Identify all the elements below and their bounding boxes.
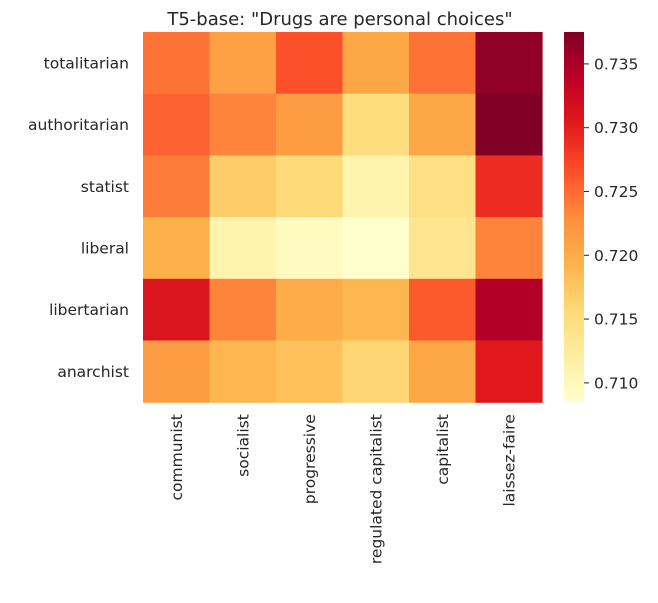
x-tick-label: communist [168, 414, 186, 500]
chart-title: T5-base: "Drugs are personal choices" [166, 9, 512, 30]
x-axis-tick-labels: communist socialist progressive regulated c… [168, 414, 519, 564]
y-tick-label: totalitarian [44, 54, 129, 72]
heatmap-cell-3-3 [342, 217, 410, 280]
heatmap-cell-0-5 [475, 32, 543, 95]
heatmap-cell-2-3 [342, 155, 410, 218]
heatmap-cell-3-2 [276, 217, 344, 280]
heatmap-cell-3-0 [143, 217, 211, 280]
heatmap-cell-2-4 [409, 155, 477, 218]
heatmap-cell-5-2 [276, 340, 344, 403]
colorbar: 0.710 0.715 0.720 0.725 0.730 0.735 [564, 32, 638, 402]
heatmap-cell-1-2 [276, 93, 344, 156]
heatmap-cell-2-5 [475, 155, 543, 218]
heatmap-cell-0-4 [409, 32, 477, 95]
colorbar-ticks: 0.710 0.715 0.720 0.725 0.730 0.735 [584, 55, 638, 392]
x-tick-label: progressive [301, 414, 319, 504]
colorbar-tick-label: 0.715 [594, 311, 638, 329]
heatmap-cell-3-4 [409, 217, 477, 280]
heatmap-cell-0-3 [342, 32, 410, 95]
heatmap-cell-2-2 [276, 155, 344, 218]
heatmap-cell-2-0 [143, 155, 211, 218]
heatmap-cell-5-0 [143, 340, 211, 403]
y-tick-label: anarchist [57, 363, 129, 381]
x-tick-label: regulated capitalist [367, 414, 385, 564]
heatmap-cell-1-0 [143, 93, 211, 156]
heatmap-cell-5-4 [409, 340, 477, 403]
heatmap-cell-4-5 [475, 278, 543, 342]
heatmap-cell-4-0 [143, 278, 211, 342]
heatmap-cell-0-2 [276, 32, 344, 95]
colorbar-bar [564, 32, 584, 402]
colorbar-tick-label: 0.725 [594, 183, 638, 201]
y-tick-label: authoritarian [28, 116, 129, 134]
y-tick-label: statist [81, 178, 129, 196]
heatmap-cell-4-3 [342, 278, 410, 342]
colorbar-tick-label: 0.720 [594, 247, 638, 265]
y-axis-tick-labels: totalitarian authoritarian statist liberal l… [28, 54, 129, 381]
heatmap-cell-2-1 [209, 155, 277, 218]
colorbar-tick-label: 0.730 [594, 119, 638, 137]
heatmap-cell-4-2 [276, 278, 344, 342]
heatmap-cell-1-5 [475, 93, 543, 156]
heatmap-cells [143, 32, 543, 403]
heatmap-cell-0-1 [209, 32, 277, 95]
y-tick-label: libertarian [49, 301, 129, 319]
x-tick-label: capitalist [434, 414, 452, 485]
colorbar-tick-label: 0.735 [594, 55, 638, 73]
colorbar-tick-label: 0.710 [594, 374, 638, 392]
heatmap-cell-0-0 [143, 32, 211, 95]
heatmap-cell-3-5 [475, 217, 543, 280]
heatmap-cell-1-3 [342, 93, 410, 156]
heatmap-cell-5-3 [342, 340, 410, 403]
heatmap-cell-3-1 [209, 217, 277, 280]
heatmap-cell-4-1 [209, 278, 277, 342]
y-tick-label: liberal [81, 239, 129, 257]
x-tick-label: socialist [234, 414, 252, 477]
heatmap-cell-5-5 [475, 340, 543, 403]
heatmap-cell-4-4 [409, 278, 477, 342]
heatmap-cell-1-1 [209, 93, 277, 156]
heatmap-cell-1-4 [409, 93, 477, 156]
x-tick-label: laissez-faire [500, 414, 518, 506]
heatmap-cell-5-1 [209, 340, 277, 403]
